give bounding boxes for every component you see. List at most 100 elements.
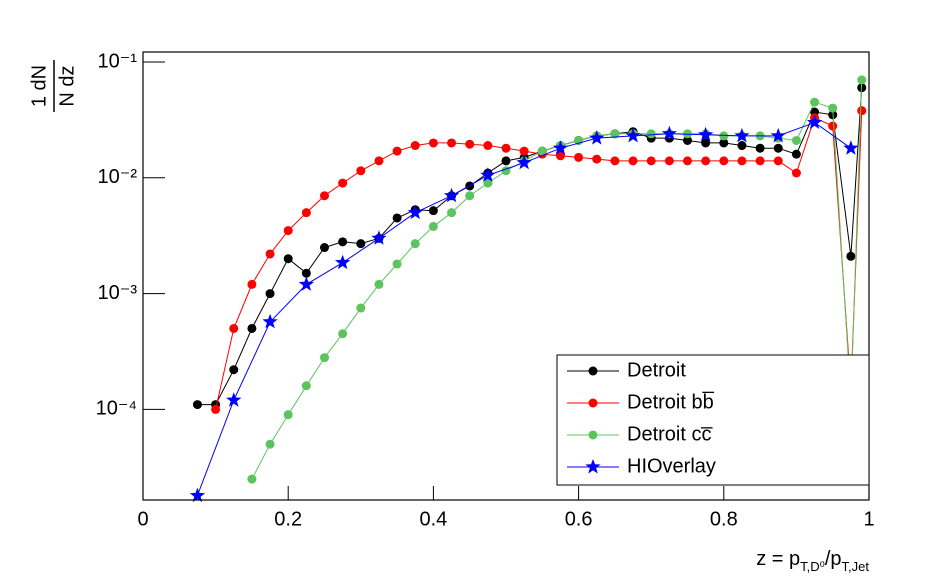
point bbox=[698, 126, 714, 142]
x-axis-label: z = pT,D⁰/pT,Jet bbox=[756, 548, 869, 574]
point bbox=[483, 178, 493, 188]
point bbox=[447, 208, 457, 218]
point bbox=[519, 146, 529, 156]
point bbox=[410, 141, 420, 151]
point bbox=[301, 381, 311, 391]
point bbox=[719, 138, 729, 148]
point bbox=[664, 156, 674, 166]
point bbox=[755, 156, 765, 166]
point bbox=[828, 103, 838, 113]
legend-label: Detroit bbox=[627, 359, 686, 381]
point bbox=[857, 75, 867, 85]
point bbox=[589, 130, 605, 145]
x-tick-label: 0.4 bbox=[419, 508, 447, 530]
point bbox=[301, 208, 311, 218]
point bbox=[283, 410, 293, 420]
point bbox=[501, 143, 511, 153]
point bbox=[392, 146, 402, 156]
point bbox=[262, 313, 278, 329]
legend-label: HIOverlay bbox=[627, 455, 716, 477]
point bbox=[773, 156, 783, 166]
point bbox=[247, 474, 257, 484]
point bbox=[646, 156, 656, 166]
point bbox=[247, 279, 257, 289]
legend: Detroit Detroit bb̅ Detroit cc̅ HIOverlay bbox=[556, 354, 870, 486]
point bbox=[480, 167, 496, 182]
point bbox=[443, 187, 460, 203]
y-tick-label: 10⁻⁴ bbox=[96, 398, 137, 420]
y-tick-label: 10⁻² bbox=[98, 166, 138, 188]
point bbox=[555, 151, 565, 161]
point bbox=[298, 276, 314, 291]
point bbox=[683, 156, 692, 166]
point bbox=[552, 140, 569, 155]
point bbox=[265, 439, 275, 449]
point bbox=[265, 249, 275, 259]
point bbox=[428, 138, 438, 148]
point bbox=[226, 392, 242, 407]
point bbox=[374, 279, 384, 289]
x-tick-label: 0.2 bbox=[274, 508, 302, 530]
point bbox=[770, 127, 786, 143]
y-label-numerator: 1 dN bbox=[28, 65, 50, 107]
point bbox=[646, 129, 656, 139]
point bbox=[265, 289, 275, 299]
point bbox=[719, 131, 729, 141]
point bbox=[592, 154, 602, 164]
point bbox=[701, 138, 711, 148]
point bbox=[483, 141, 493, 151]
point bbox=[828, 121, 838, 131]
point bbox=[229, 323, 239, 333]
point bbox=[791, 135, 801, 145]
point bbox=[338, 237, 348, 247]
point bbox=[320, 191, 329, 201]
point bbox=[701, 156, 711, 166]
plot-area bbox=[189, 75, 867, 503]
point bbox=[407, 204, 423, 220]
legend-marker bbox=[585, 459, 601, 474]
legend-box bbox=[556, 354, 870, 486]
point bbox=[428, 221, 438, 231]
frame bbox=[142, 51, 870, 501]
point bbox=[428, 206, 438, 216]
point bbox=[628, 156, 638, 166]
y-axis-label: 1 dN N dz bbox=[28, 60, 78, 112]
point bbox=[683, 129, 692, 139]
point bbox=[857, 106, 867, 116]
legend-marker bbox=[588, 366, 598, 376]
point bbox=[320, 353, 329, 363]
point bbox=[189, 487, 206, 503]
point bbox=[719, 156, 729, 166]
point bbox=[247, 323, 257, 333]
point bbox=[465, 191, 475, 201]
point bbox=[447, 138, 457, 148]
point bbox=[283, 254, 293, 264]
point bbox=[356, 239, 366, 249]
point bbox=[501, 156, 511, 166]
point bbox=[625, 127, 641, 143]
point bbox=[737, 141, 747, 151]
point bbox=[374, 156, 384, 166]
point bbox=[371, 230, 387, 245]
point bbox=[773, 143, 783, 153]
point bbox=[610, 156, 620, 166]
point bbox=[734, 127, 750, 143]
point bbox=[320, 243, 329, 253]
point bbox=[192, 400, 202, 410]
y-tick-label: 10⁻³ bbox=[98, 282, 138, 304]
point bbox=[410, 239, 420, 249]
point bbox=[283, 226, 293, 236]
point bbox=[661, 125, 677, 141]
x-tick-label: 0.8 bbox=[710, 508, 738, 530]
point bbox=[610, 129, 620, 139]
x-label-part: z = p bbox=[756, 548, 800, 570]
point bbox=[843, 140, 859, 155]
point bbox=[810, 97, 820, 107]
point bbox=[356, 166, 366, 176]
point bbox=[737, 156, 747, 166]
legend-marker bbox=[588, 430, 598, 440]
point bbox=[846, 251, 856, 261]
point bbox=[338, 329, 348, 339]
point bbox=[301, 268, 311, 278]
